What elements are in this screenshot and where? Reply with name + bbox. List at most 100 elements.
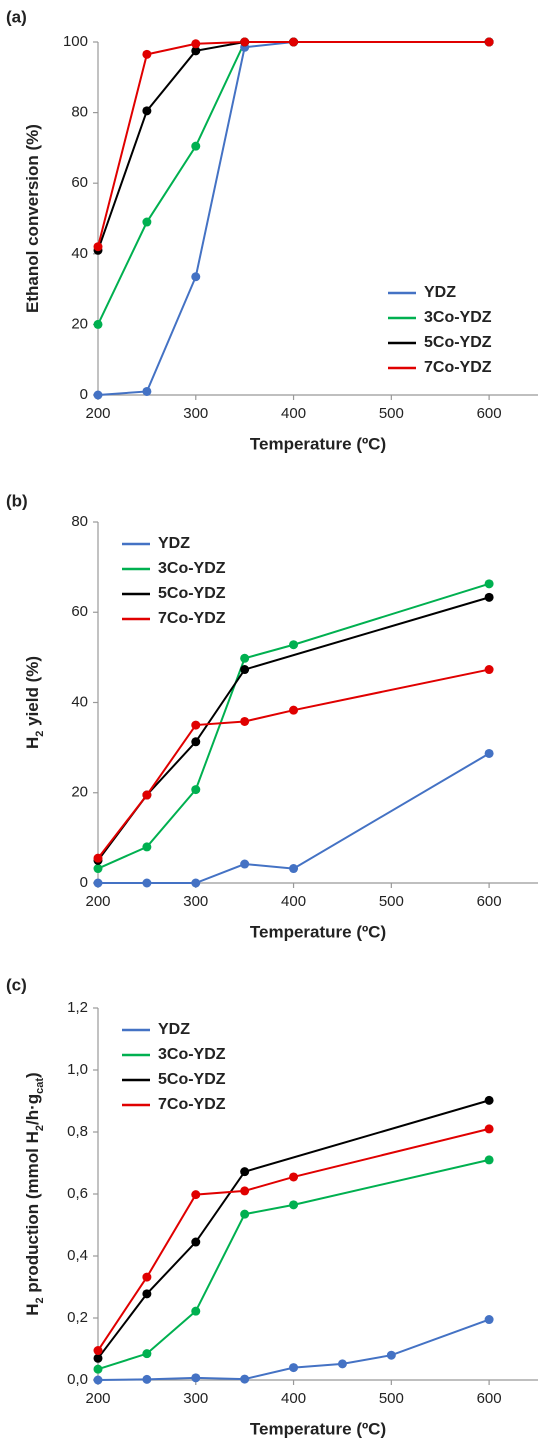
data-point [191,737,201,747]
series-line [97,1318,490,1381]
data-point [142,386,152,396]
data-point [289,1200,299,1210]
y-tick-label: 80 [71,104,88,121]
panel-label: (c) [6,975,27,994]
legend-label: 5Co-YDZ [158,585,226,602]
x-axis-title: Temperature (ºC) [250,1419,386,1438]
y-axis-title-part: H [23,737,42,749]
data-point [142,1374,152,1384]
y-axis-title: H2 yield (%) [23,656,45,749]
y-tick-label: 1,2 [67,999,88,1016]
data-point [93,864,103,874]
y-axis-title: H2 production (mmol H2/h·gcat) [23,1072,45,1315]
data-point [142,842,152,852]
series-line [97,41,490,247]
x-tick-label: 200 [85,1390,110,1407]
legend-label: 7Co-YDZ [424,359,492,376]
data-point [142,49,152,59]
series-line [97,1127,490,1352]
data-point [93,1364,103,1374]
data-point [191,46,201,56]
data-point [142,1349,152,1359]
data-point [93,1353,103,1363]
data-point [93,878,103,888]
y-axis-title-part: H [23,1303,42,1315]
y-tick-label: 1,0 [67,1061,88,1078]
y-tick-label: 40 [71,693,88,710]
y-axis-title-part: production (mmol H [23,1131,42,1297]
legend-label: 5Co-YDZ [158,1071,226,1088]
data-point [240,1209,250,1219]
data-point [289,1172,299,1182]
data-point [191,1306,201,1316]
y-tick-label: 0,6 [67,1185,88,1202]
data-point [484,665,494,675]
data-point [191,272,201,282]
data-point [191,1190,201,1200]
data-point [93,1375,103,1385]
series-line [97,596,490,862]
x-tick-label: 300 [183,893,208,910]
y-axis-title-part: ) [23,1072,42,1078]
data-point [142,790,152,800]
x-tick-label: 300 [183,1390,208,1407]
data-point [191,785,201,795]
data-point [93,242,103,252]
y-axis-title-part: /h·g [23,1094,42,1125]
data-point [240,665,250,675]
data-point [142,1289,152,1299]
series-line [97,582,490,870]
data-point [484,592,494,602]
panel-label: (b) [6,491,28,510]
y-tick-label: 0 [80,874,88,891]
legend-label: 7Co-YDZ [158,610,226,627]
y-axis-title-part: Ethanol conversion (%) [23,124,42,313]
data-point [93,853,103,863]
x-tick-label: 200 [85,405,110,422]
series-line [98,752,490,884]
y-tick-label: 100 [63,33,88,50]
data-point [93,319,103,329]
y-tick-label: 80 [71,513,88,530]
y-tick-label: 0,2 [67,1309,88,1326]
data-point [240,716,250,726]
y-axis-title: Ethanol conversion (%) [23,124,42,313]
y-axis-title-part: 2 [34,1125,46,1131]
y-tick-label: 20 [71,315,88,332]
series-line [97,1158,490,1371]
x-tick-label: 600 [477,893,502,910]
legend-label: 3Co-YDZ [158,560,226,577]
y-tick-label: 0,8 [67,1123,88,1140]
data-point [289,864,299,874]
x-axis-title: Temperature (ºC) [250,922,386,941]
x-tick-label: 300 [183,405,208,422]
legend-label: 5Co-YDZ [424,334,492,351]
y-axis-title-part: 2 [34,731,46,737]
series-line [97,41,490,251]
y-axis-title-part: yield (%) [23,656,42,731]
x-tick-label: 500 [379,405,404,422]
data-point [191,878,201,888]
data-point [142,878,152,888]
x-tick-label: 600 [477,1390,502,1407]
legend-label: 7Co-YDZ [158,1096,226,1113]
data-point [289,37,299,47]
x-tick-label: 500 [379,1390,404,1407]
y-tick-label: 60 [71,174,88,191]
data-point [142,1272,152,1282]
data-point [289,705,299,715]
data-point [337,1359,347,1369]
data-point [484,1155,494,1165]
data-point [484,1095,494,1105]
data-point [93,390,103,400]
x-tick-label: 200 [85,893,110,910]
data-point [484,748,494,758]
series-line [97,41,490,325]
legend-label: 3Co-YDZ [158,1046,226,1063]
y-tick-label: 60 [71,603,88,620]
data-point [240,1167,250,1177]
y-tick-label: 0,0 [67,1371,88,1388]
x-tick-label: 400 [281,893,306,910]
legend-label: 3Co-YDZ [424,309,492,326]
